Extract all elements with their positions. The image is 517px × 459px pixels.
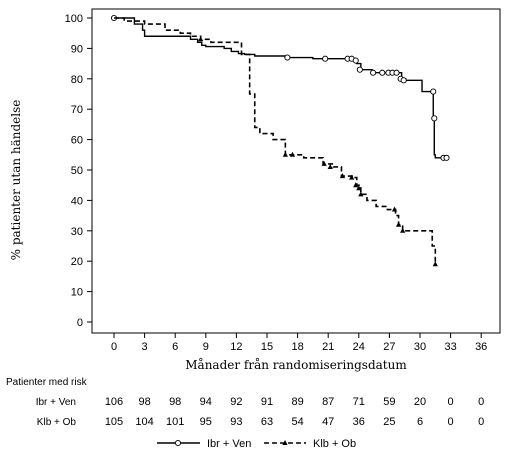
x-tick-label: 21 xyxy=(322,341,334,353)
risk-value: 93 xyxy=(230,416,242,428)
censor-marker xyxy=(395,221,402,227)
risk-table-title: Patienter med risk xyxy=(6,377,88,388)
series-line-1 xyxy=(114,17,447,159)
series-line-2 xyxy=(114,17,437,265)
censor-marker xyxy=(356,66,363,73)
censor-marker xyxy=(430,88,437,95)
x-tick-label: 15 xyxy=(261,341,273,353)
censor-marker xyxy=(321,160,327,166)
legend-marker-1 xyxy=(174,439,182,447)
censor-marker xyxy=(400,77,407,84)
risk-value: 20 xyxy=(414,396,426,408)
y-tick-label: 100 xyxy=(65,13,83,25)
censor-marker xyxy=(431,115,438,122)
series-layer xyxy=(110,14,450,267)
censor-marker xyxy=(356,185,362,191)
censor-marker xyxy=(393,69,400,76)
x-tick-label: 27 xyxy=(383,341,395,353)
censor-marker xyxy=(353,182,359,188)
censor-marker xyxy=(432,261,438,267)
risk-value: 87 xyxy=(322,396,334,408)
risk-value: 71 xyxy=(353,396,365,408)
risk-value: 0 xyxy=(448,396,454,408)
risk-value: 94 xyxy=(200,396,212,408)
risk-value: 0 xyxy=(478,396,484,408)
risk-value: 95 xyxy=(200,416,212,428)
censor-marker xyxy=(358,191,364,197)
risk-table: Ibr + Ven 106 98 98 94 92 91 89 87 71 59 20 0 0 Klb + … xyxy=(36,396,485,428)
risk-value: 98 xyxy=(169,396,181,408)
censor-marker xyxy=(284,54,291,61)
risk-value: 6 xyxy=(417,416,423,428)
risk-value: 36 xyxy=(353,416,365,428)
x-tick-label: 24 xyxy=(353,341,365,353)
legend: Ibr + Ven Klb + Ob xyxy=(157,438,356,450)
y-tick-label: 80 xyxy=(71,74,83,86)
risk-value: 92 xyxy=(230,396,242,408)
x-tick-label: 12 xyxy=(230,341,242,353)
risk-value: 104 xyxy=(135,416,153,428)
censor-marker xyxy=(352,57,359,64)
censor-marker xyxy=(289,151,296,157)
risk-value: 101 xyxy=(166,416,184,428)
censor-marker xyxy=(379,69,386,76)
censor-marker xyxy=(349,174,355,180)
x-tick-label: 0 xyxy=(111,341,117,353)
censor-marker xyxy=(443,154,450,161)
plot-frame xyxy=(91,8,501,334)
censor-marker xyxy=(327,163,333,169)
risk-value: 0 xyxy=(478,416,484,428)
y-tick-label: 40 xyxy=(71,195,83,207)
censor-marker xyxy=(400,227,406,233)
y-tick-label: 0 xyxy=(77,317,83,329)
risk-value: 0 xyxy=(448,416,454,428)
y-tick-label: 30 xyxy=(71,226,83,238)
x-tick-label: 6 xyxy=(172,341,178,353)
legend-label-2: Klb + Ob xyxy=(313,438,356,450)
censor-marker xyxy=(322,55,329,62)
y-axis: 0 10 20 30 40 50 60 70 80 90 100 xyxy=(65,13,92,329)
risk-value: 25 xyxy=(383,416,395,428)
risk-value: 106 xyxy=(105,396,123,408)
x-tick-label: 30 xyxy=(414,341,426,353)
risk-value: 91 xyxy=(261,396,273,408)
risk-row-name: Klb + Ob xyxy=(37,417,77,428)
risk-value: 63 xyxy=(261,416,273,428)
x-axis-label: Månader från randomiseringsdatum xyxy=(185,357,407,372)
legend-marker-2 xyxy=(282,440,288,445)
risk-row-name: Ibr + Ven xyxy=(36,397,76,408)
y-tick-label: 20 xyxy=(71,256,83,268)
y-tick-label: 60 xyxy=(71,135,83,147)
censor-marker xyxy=(370,69,377,76)
x-tick-label: 3 xyxy=(142,341,148,353)
x-tick-label: 36 xyxy=(475,341,487,353)
risk-value: 98 xyxy=(138,396,150,408)
censor-marker xyxy=(391,206,398,212)
risk-value: 54 xyxy=(291,416,303,428)
risk-value: 59 xyxy=(383,396,395,408)
x-tick-label: 9 xyxy=(203,341,209,353)
y-tick-label: 70 xyxy=(71,104,83,116)
y-tick-label: 10 xyxy=(71,287,83,299)
risk-value: 47 xyxy=(322,416,334,428)
x-axis: 0 3 6 9 12 15 18 21 24 27 30 33 36 xyxy=(111,333,487,353)
y-tick-label: 90 xyxy=(71,43,83,55)
legend-label-1: Ibr + Ven xyxy=(207,438,251,450)
y-tick-label: 50 xyxy=(71,165,83,177)
censor-marker xyxy=(198,36,204,42)
risk-value: 105 xyxy=(105,416,123,428)
x-tick-label: 33 xyxy=(444,341,456,353)
x-tick-label: 18 xyxy=(291,341,303,353)
risk-value: 89 xyxy=(291,396,303,408)
y-axis-label: % patienter utan händelse xyxy=(9,100,23,261)
censor-marker xyxy=(339,173,346,179)
censor-marker xyxy=(282,151,288,157)
